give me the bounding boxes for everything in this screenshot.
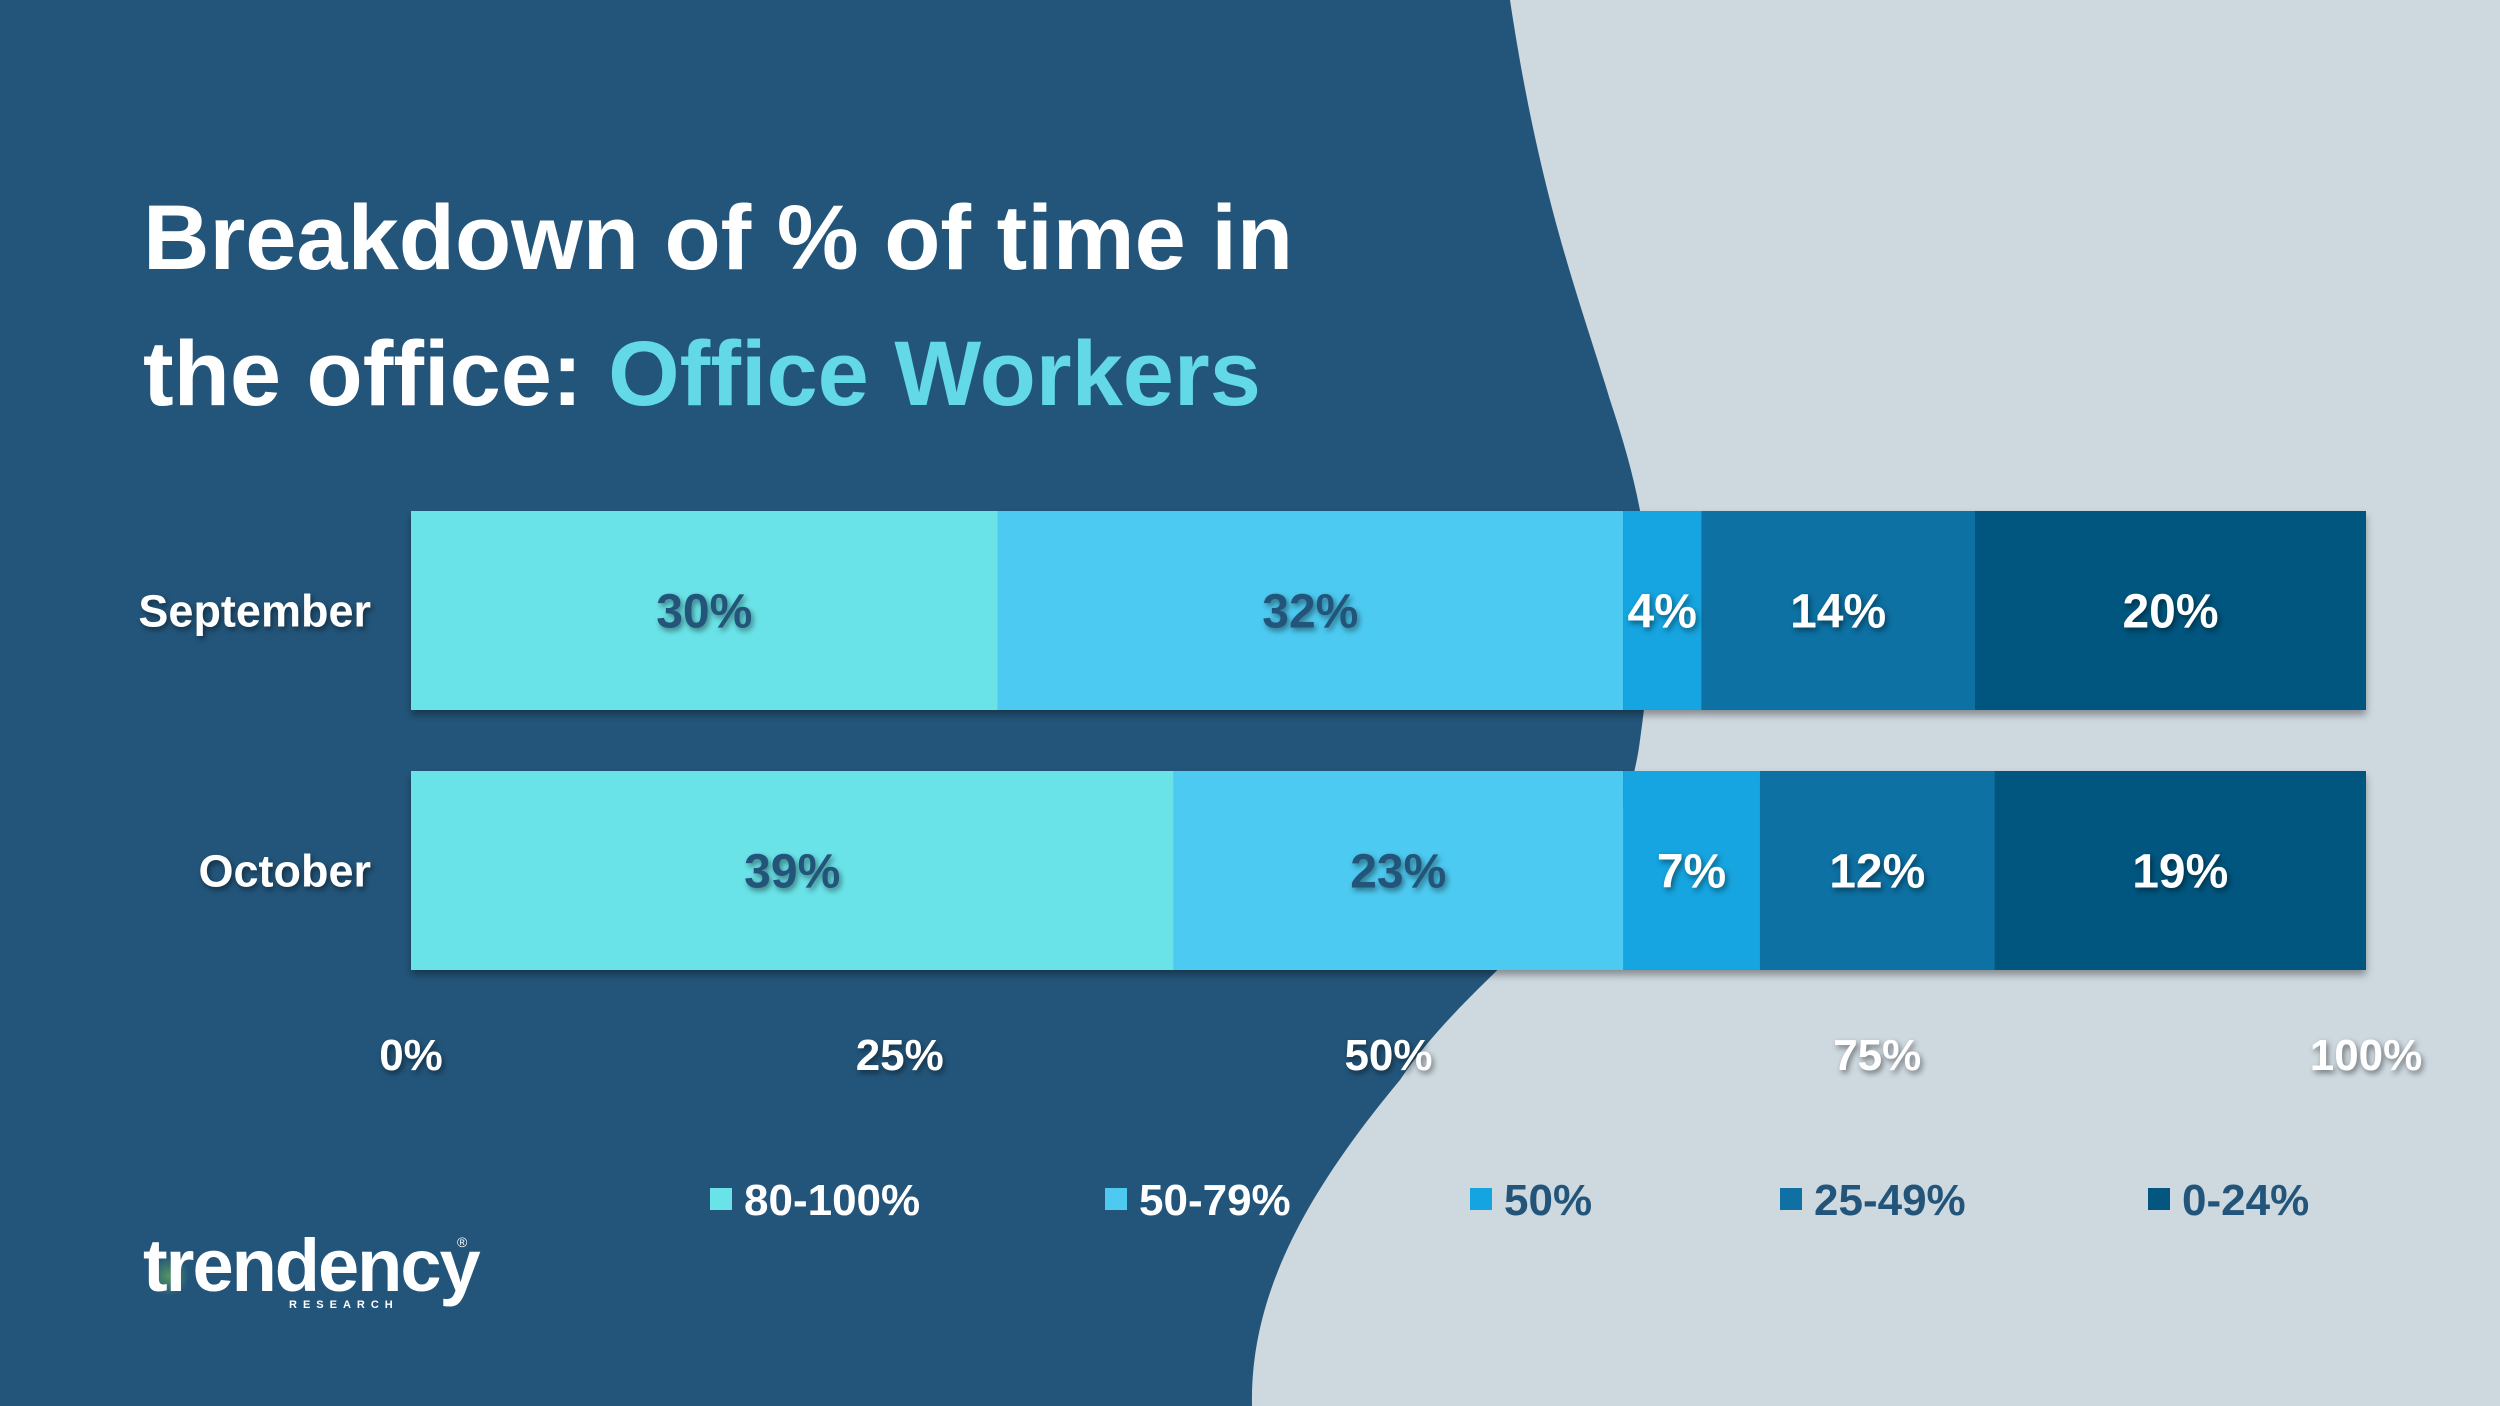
data-label: 7% xyxy=(1657,846,1726,899)
legend-label: 50% xyxy=(1504,1176,1592,1225)
legend-label: 0-24% xyxy=(2182,1176,2309,1225)
logo-dots-icon xyxy=(149,1256,189,1296)
title-accent: Office Workers xyxy=(608,323,1261,425)
data-label: 14% xyxy=(1790,586,1886,639)
bar-segment xyxy=(1975,511,2366,710)
bar-row xyxy=(411,771,2366,970)
legend-swatch xyxy=(2148,1188,2170,1210)
data-label: 4% xyxy=(1628,586,1697,639)
trendency-logo: trendency RESEARCH ® xyxy=(143,1226,481,1316)
bar-segment xyxy=(1173,771,1624,970)
data-label: 39% xyxy=(744,846,840,899)
x-tick-label: 100% xyxy=(2310,1031,2423,1080)
data-label: 19% xyxy=(2132,846,2228,899)
legend-swatch xyxy=(1105,1188,1127,1210)
bar-segment xyxy=(411,511,998,710)
bar-segment xyxy=(411,771,1174,970)
logo-wordmark: trendency xyxy=(143,1224,481,1307)
bar-segment xyxy=(1623,771,1760,970)
chart-title: Breakdown of % of time in the office: Off… xyxy=(143,170,1293,442)
x-tick-label: 0% xyxy=(379,1031,443,1080)
logo-subtitle: RESEARCH xyxy=(289,1299,399,1311)
bar-segment xyxy=(1623,511,1702,710)
bar-row xyxy=(411,511,2366,710)
title-line1: Breakdown of % of time in xyxy=(143,187,1294,289)
bar-segment xyxy=(1759,771,1995,970)
x-tick-label: 50% xyxy=(1344,1031,1432,1080)
bar-segment xyxy=(1994,771,2366,970)
legend-swatch xyxy=(1470,1188,1492,1210)
x-tick-label: 75% xyxy=(1833,1031,1921,1080)
category-label: September xyxy=(138,586,371,637)
legend-swatch xyxy=(1780,1188,1802,1210)
legend-label: 80-100% xyxy=(744,1176,920,1225)
data-label: 30% xyxy=(656,586,752,639)
title-line2-prefix: the office: xyxy=(143,323,609,425)
legend-label: 50-79% xyxy=(1139,1176,1291,1225)
bar-segment xyxy=(997,511,1624,710)
legend-label: 25-49% xyxy=(1814,1176,1966,1225)
x-tick-label: 25% xyxy=(856,1031,944,1080)
legend-swatch xyxy=(710,1188,732,1210)
category-label: October xyxy=(198,846,371,897)
data-label: 23% xyxy=(1350,846,1446,899)
data-label: 12% xyxy=(1829,846,1925,899)
logo-registered-mark: ® xyxy=(457,1234,468,1250)
bar-segment xyxy=(1701,511,1975,710)
data-label: 20% xyxy=(2122,586,2218,639)
data-label: 32% xyxy=(1262,586,1358,639)
